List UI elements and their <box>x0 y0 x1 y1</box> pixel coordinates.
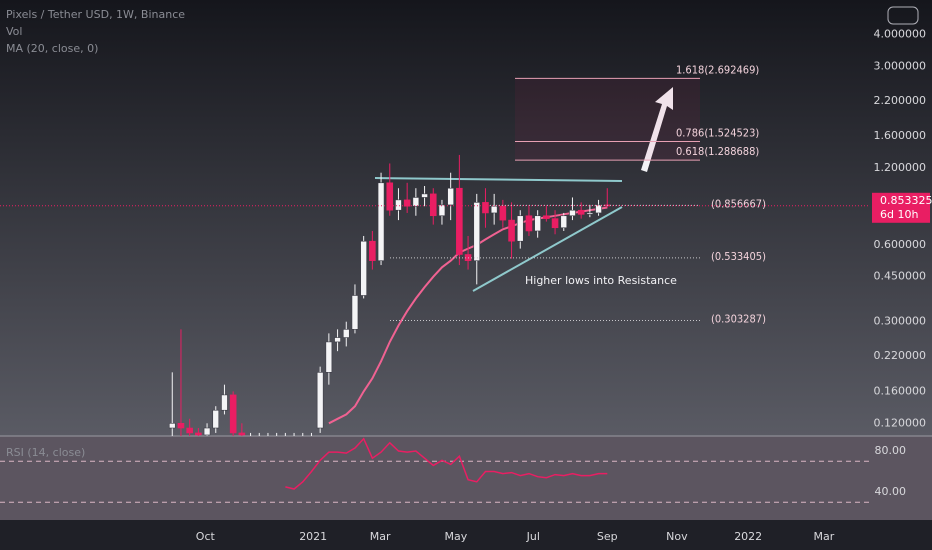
y-tick-label: 0.120000 <box>874 416 927 429</box>
last-price-label: 0.853325 <box>880 194 932 207</box>
candle-body <box>421 193 428 198</box>
candle-body <box>508 219 515 242</box>
fib-label: 1.618(2.692469) <box>676 63 759 76</box>
candle-body <box>429 193 437 217</box>
fib-label: 0.618(1.288688) <box>676 145 759 158</box>
x-tick-label: Nov <box>666 530 688 543</box>
candle-body <box>212 409 220 429</box>
candle-body <box>560 215 568 229</box>
rsi-tick-label: 40.00 <box>875 485 907 498</box>
fib-label: (0.856667) <box>711 197 766 210</box>
candle-body <box>490 205 498 214</box>
x-tick-label: 2021 <box>299 530 327 543</box>
candle-body <box>334 337 341 343</box>
y-tick-label: 0.220000 <box>874 349 927 362</box>
countdown: 6d 10h <box>880 208 918 221</box>
candle-body <box>499 205 507 221</box>
candle-body <box>221 394 228 411</box>
candle-body <box>403 199 411 207</box>
fib-label: (0.533405) <box>711 250 766 263</box>
candle-body <box>586 212 594 215</box>
candles <box>168 154 611 436</box>
fib-label: (0.303287) <box>711 312 766 325</box>
y-tick-label: 1.600000 <box>874 129 927 142</box>
y-tick-label: 0.450000 <box>874 270 927 283</box>
candle-body <box>238 432 246 436</box>
candle-body <box>412 197 420 207</box>
x-tick-label: Oct <box>196 530 216 543</box>
x-tick-label: Sep <box>597 530 618 543</box>
candle-body <box>229 394 237 434</box>
price-pane <box>0 0 932 436</box>
candle-body <box>482 202 489 214</box>
y-tick-label: 0.600000 <box>874 238 927 251</box>
x-tick-label: May <box>445 530 468 543</box>
x-tick-label: Jul <box>526 530 540 543</box>
fib-zone <box>515 78 700 161</box>
rsi-line <box>285 437 608 490</box>
fib-label: 0.786(1.524523) <box>676 126 759 139</box>
x-tick-label: Mar <box>814 530 835 543</box>
candle-body <box>377 182 385 262</box>
candle-body <box>543 215 550 219</box>
candle-body <box>386 182 394 211</box>
y-tick-label: 2.200000 <box>874 94 927 107</box>
y-tick-label: 4.000000 <box>874 27 927 40</box>
y-tick-label: 0.300000 <box>874 315 927 328</box>
annotation: Higher lows into Resistance <box>525 274 677 287</box>
candle-body <box>447 187 454 206</box>
candle-body <box>186 427 193 434</box>
resistance-line <box>374 177 623 182</box>
candle-body <box>316 372 324 429</box>
last-price-box <box>872 192 930 223</box>
y-tick-label: 3.000000 <box>874 59 927 72</box>
y-tick-label: 1.200000 <box>874 161 927 174</box>
candle-body <box>177 422 185 429</box>
volume-label: Vol <box>6 25 22 38</box>
x-tick-label: Mar <box>370 530 391 543</box>
candle-body <box>473 202 481 262</box>
candle-body <box>577 209 585 215</box>
candle-body <box>516 215 524 242</box>
candle-body <box>168 422 176 429</box>
candle-body <box>325 341 333 373</box>
candle-body <box>395 199 402 211</box>
candle-body <box>569 209 576 217</box>
settings-button[interactable] <box>887 6 919 25</box>
support-line <box>472 206 623 292</box>
candle-body <box>525 215 533 232</box>
rsi-tick-label: 80.00 <box>875 444 907 457</box>
candle-body <box>351 295 359 330</box>
symbol-title: Pixels / Tether USD, 1W, Binance <box>6 8 185 21</box>
candle-body <box>369 240 376 262</box>
candle-body <box>195 432 202 436</box>
x-tick-label: 2022 <box>734 530 762 543</box>
candle-body <box>456 187 463 255</box>
rsi-pane <box>0 436 932 520</box>
candle-body <box>551 218 559 229</box>
candle-body <box>534 215 541 232</box>
candle-body <box>438 204 446 217</box>
time-axis <box>0 520 932 550</box>
ma-label: MA (20, close, 0) <box>6 42 98 55</box>
candle-body <box>342 329 350 338</box>
y-tick-label: 0.160000 <box>874 384 927 397</box>
rsi-label: RSI (14, close) <box>6 446 85 459</box>
arrow <box>641 87 673 172</box>
candle-body <box>360 240 367 296</box>
candle-body <box>203 427 211 436</box>
